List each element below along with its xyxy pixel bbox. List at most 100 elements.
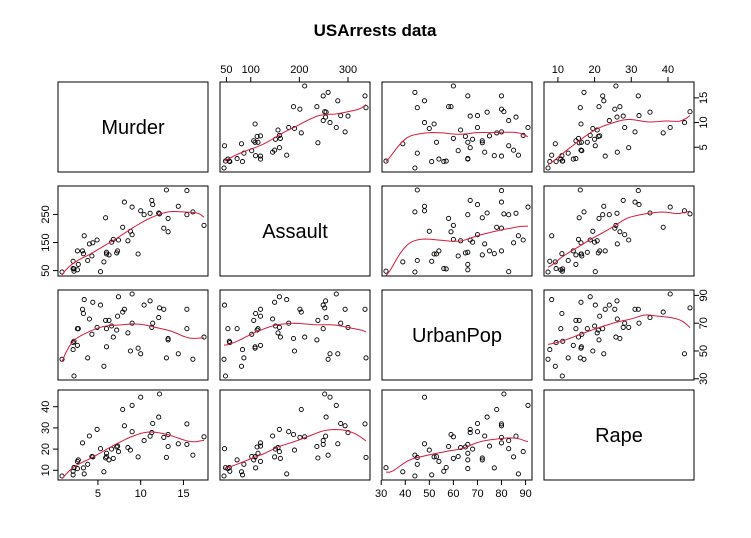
data-point (239, 472, 246, 478)
data-point (323, 433, 329, 439)
tick-label: 40 (40, 401, 52, 413)
data-point (498, 106, 505, 112)
smoother-line (223, 322, 367, 346)
data-point (614, 149, 620, 155)
data-point (596, 215, 602, 221)
data-point (254, 444, 260, 450)
data-point (400, 469, 406, 475)
data-point (498, 199, 505, 205)
data-point (681, 351, 688, 357)
data-point (602, 248, 608, 254)
data-point (421, 394, 428, 400)
data-point (221, 143, 228, 149)
data-point (612, 306, 618, 312)
data-point (80, 251, 86, 257)
data-point (506, 438, 512, 444)
data-point (467, 113, 473, 119)
data-point (552, 259, 558, 265)
data-point (322, 109, 328, 115)
data-point (558, 326, 564, 332)
data-point (327, 351, 333, 357)
data-point (323, 414, 329, 420)
data-point (184, 441, 190, 447)
panel-frame (57, 81, 209, 173)
data-point (290, 431, 297, 438)
data-point (297, 106, 303, 112)
data-point (465, 212, 471, 218)
data-point (498, 423, 505, 429)
smoother-line (547, 314, 691, 345)
data-point (129, 291, 135, 297)
data-point (129, 402, 135, 408)
data-point (362, 93, 368, 99)
data-point (115, 313, 121, 319)
tick-label: 300 (339, 64, 357, 76)
data-point (613, 83, 619, 89)
data-point (421, 208, 428, 214)
data-point (335, 351, 341, 357)
data-point (257, 443, 264, 449)
data-point (498, 434, 505, 440)
tick-label: 30 (698, 373, 710, 385)
data-point (184, 212, 190, 218)
data-point (559, 310, 565, 317)
data-point (275, 330, 281, 336)
data-point (121, 423, 127, 429)
data-point (501, 109, 507, 115)
data-point (421, 98, 428, 104)
data-point (584, 326, 590, 332)
data-point (298, 309, 304, 315)
smoother-line (223, 104, 367, 162)
data-point (320, 441, 326, 447)
tick-label: 50 (220, 64, 232, 76)
tick-label: 50 (423, 488, 435, 500)
data-point (525, 124, 531, 131)
data-point (80, 310, 86, 317)
data-point (201, 222, 207, 228)
data-point (590, 125, 596, 132)
data-point (184, 306, 190, 312)
panel-frame (543, 389, 695, 481)
data-point (578, 121, 584, 127)
data-point (106, 457, 112, 463)
data-point (70, 472, 76, 478)
data-point (255, 139, 261, 145)
data-point (291, 348, 298, 354)
data-point (511, 147, 517, 153)
data-point (129, 232, 135, 238)
variable-label-murder: Murder (101, 117, 165, 139)
panel-frame (543, 289, 695, 381)
data-point (594, 330, 600, 336)
data-point (575, 236, 582, 242)
data-point (275, 127, 281, 133)
smoother-line (61, 323, 205, 362)
data-point (455, 148, 461, 154)
data-point (596, 337, 602, 343)
data-point (474, 420, 481, 427)
panel-frame (219, 389, 371, 481)
data-point (175, 441, 181, 447)
tick-label: 5 (698, 144, 710, 150)
data-point (584, 139, 590, 145)
panel-assault-vs-urbanpop (381, 185, 533, 277)
data-point (150, 320, 156, 326)
data-point (632, 306, 638, 312)
data-point (110, 455, 116, 461)
data-point (558, 156, 564, 162)
data-point (448, 431, 454, 438)
data-point (252, 139, 258, 145)
data-point (149, 197, 155, 203)
data-point (221, 302, 228, 308)
data-point (125, 330, 131, 336)
data-point (620, 113, 626, 119)
data-point (221, 165, 227, 171)
data-point (74, 267, 80, 273)
data-point (594, 238, 600, 244)
data-point (184, 188, 190, 194)
tick-label: 250 (40, 205, 52, 223)
data-point (302, 334, 308, 340)
data-point (156, 391, 163, 397)
panel-urbanpop-vs-rape (543, 289, 695, 381)
data-point (238, 363, 245, 369)
data-point (120, 406, 126, 413)
